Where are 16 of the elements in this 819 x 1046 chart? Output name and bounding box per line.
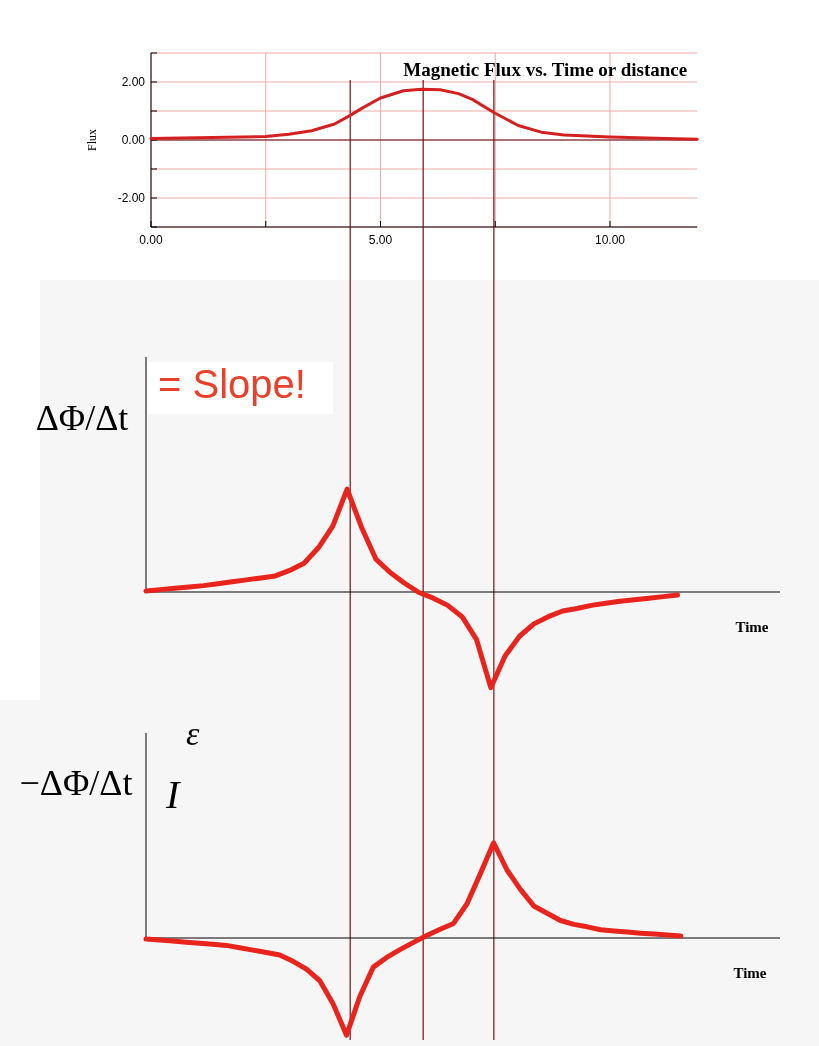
text: = Slope! (158, 362, 306, 406)
y-axis-title: Flux (85, 128, 99, 152)
x-tick-label: 10.00 (594, 233, 626, 247)
line-series (149, 87, 699, 141)
text: I (165, 772, 181, 817)
text: ε (186, 715, 200, 752)
x-axis-title: Time (735, 619, 769, 635)
y-tick-label: 0.00 (121, 133, 146, 147)
x-tick-label: 5.00 (368, 233, 393, 247)
x-tick-label: 0.00 (139, 233, 163, 247)
y-axis-title: −ΔΦ/Δt (19, 763, 133, 803)
chart-title: Magnetic Flux vs. Time or distance (403, 59, 688, 80)
y-axis-title: ΔΦ/Δt (35, 398, 129, 438)
y-tick-label: -2.00 (117, 191, 146, 205)
y-tick-label: 2.00 (121, 75, 146, 89)
x-axis-title: Time (733, 965, 767, 981)
